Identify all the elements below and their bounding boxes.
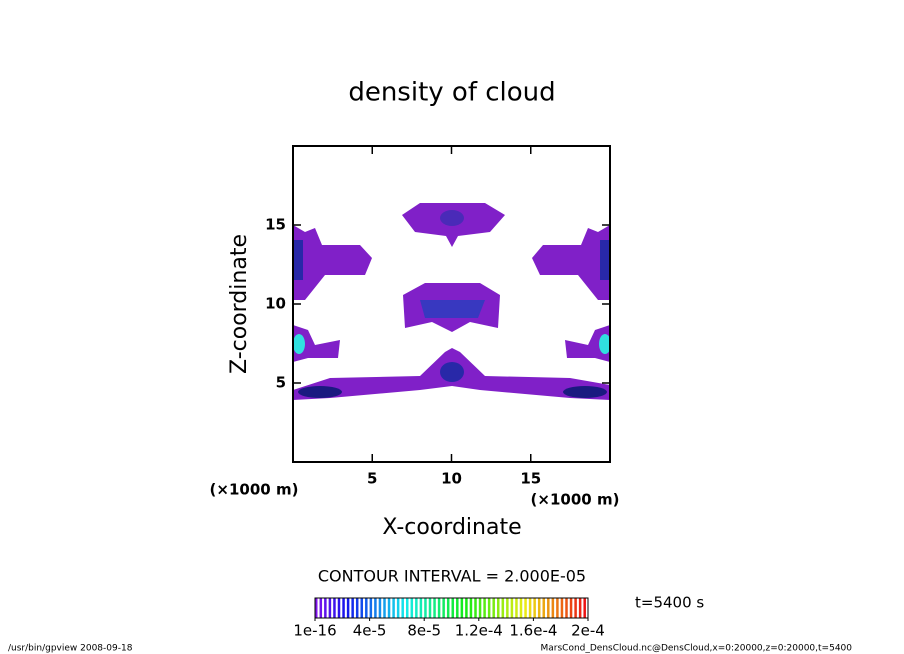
colorbar-stripe bbox=[396, 598, 400, 618]
colorbar-stripe bbox=[465, 598, 468, 618]
colorbar-stripe bbox=[401, 598, 404, 618]
colorbar-stripe bbox=[542, 598, 546, 618]
colorbar-stripe bbox=[374, 598, 377, 618]
colorbar-stripe bbox=[501, 598, 505, 618]
colorbar-stripe bbox=[355, 598, 359, 618]
colorbar-stripe bbox=[433, 598, 436, 618]
colorbar-stripe bbox=[424, 598, 427, 618]
colorbar-stripe bbox=[460, 598, 464, 618]
colorbar-stripe bbox=[469, 598, 473, 618]
colorbar-stripe bbox=[315, 598, 318, 618]
colorbar-stripe bbox=[487, 598, 491, 618]
y-tick-label: 15 bbox=[265, 216, 286, 234]
colorbar-stripe bbox=[478, 598, 482, 618]
colorbar-stripe bbox=[497, 598, 500, 618]
colorbar-stripe bbox=[333, 598, 336, 618]
y-tick-label: 10 bbox=[265, 295, 286, 313]
colorbar-stripe bbox=[515, 598, 518, 618]
colorbar-stripe bbox=[319, 598, 323, 618]
colorbar-stripe bbox=[547, 598, 550, 618]
colorbar-stripe bbox=[346, 598, 350, 618]
x-tick-label: 10 bbox=[441, 470, 462, 488]
colorbar-stripe bbox=[551, 598, 555, 618]
x-axis-label: X-coordinate bbox=[382, 515, 521, 540]
colorbar-stripe bbox=[574, 598, 577, 618]
colorbar-stripe bbox=[410, 598, 414, 618]
chart-title: density of cloud bbox=[348, 78, 555, 108]
colorbar-stripe bbox=[415, 598, 418, 618]
x-tick-label: 15 bbox=[520, 470, 541, 488]
x-unit: (×1000 m) bbox=[531, 491, 620, 509]
colorbar-stripe bbox=[456, 598, 459, 618]
colorbar-stripe bbox=[492, 598, 495, 618]
x-tick-label: 5 bbox=[367, 470, 377, 488]
colorbar-stripe bbox=[519, 598, 523, 618]
colorbar-stripe bbox=[528, 598, 532, 618]
y-axis-label: Z-coordinate bbox=[227, 234, 252, 374]
colorbar-stripe bbox=[510, 598, 514, 618]
y-tick-label: 5 bbox=[276, 374, 286, 392]
colorbar-stripe bbox=[360, 598, 364, 618]
colorbar-stripe bbox=[483, 598, 486, 618]
colorbar-stripe bbox=[392, 598, 395, 618]
colorbar-stripe bbox=[437, 598, 441, 618]
colorbar-label: 1.2e-4 bbox=[455, 622, 503, 640]
colorbar-label: 1.6e-4 bbox=[509, 622, 557, 640]
colorbar-frame bbox=[314, 597, 589, 619]
colorbar-stripe bbox=[337, 598, 341, 618]
colorbar-stripe bbox=[324, 598, 327, 618]
colorbar-label: 1e-16 bbox=[293, 622, 336, 640]
colorbar-stripe bbox=[451, 598, 455, 618]
colorbar-stripe bbox=[560, 598, 564, 618]
contour-interval: CONTOUR INTERVAL = 2.000E-05 bbox=[318, 567, 586, 586]
colorbar-stripe bbox=[578, 598, 582, 618]
colorbar-stripe bbox=[328, 598, 332, 618]
colorbar-stripe bbox=[351, 598, 354, 618]
colorbar-stripe bbox=[446, 598, 450, 618]
y-unit: (×1000 m) bbox=[210, 481, 299, 499]
colorbar-stripe bbox=[428, 598, 432, 618]
footer-left: /usr/bin/gpview 2008-09-18 bbox=[8, 644, 133, 654]
colorbar-stripe bbox=[365, 598, 368, 618]
colorbar-stripe bbox=[533, 598, 536, 618]
colorbar-stripe bbox=[583, 598, 586, 618]
footer-right: MarsCond_DensCloud.nc@DensCloud,x=0:2000… bbox=[541, 644, 853, 654]
colorbar-stripe bbox=[556, 598, 559, 618]
colorbar-label: 8e-5 bbox=[407, 622, 441, 640]
time-label: t=5400 s bbox=[635, 594, 704, 612]
colorbar-stripe bbox=[419, 598, 423, 618]
colorbar-stripe bbox=[369, 598, 373, 618]
colorbar-label: 2e-4 bbox=[571, 622, 605, 640]
colorbar-stripe bbox=[387, 598, 391, 618]
colorbar-stripe bbox=[383, 598, 386, 618]
colorbar-stripe bbox=[565, 598, 568, 618]
colorbar-stripe bbox=[537, 598, 541, 618]
colorbar: 1e-16 4e-5 8e-5 1.2e-4 1.6e-4 2e-4 bbox=[293, 597, 605, 640]
colorbar-stripe bbox=[524, 598, 527, 618]
colorbar-stripe bbox=[474, 598, 477, 618]
cloud-field bbox=[293, 203, 611, 400]
colorbar-stripe bbox=[406, 598, 409, 618]
colorbar-stripe bbox=[378, 598, 382, 618]
colorbar-stripe bbox=[342, 598, 345, 618]
colorbar-stripe bbox=[506, 598, 509, 618]
colorbar-stripe bbox=[442, 598, 445, 618]
colorbar-label: 4e-5 bbox=[353, 622, 387, 640]
colorbar-stripe bbox=[569, 598, 573, 618]
